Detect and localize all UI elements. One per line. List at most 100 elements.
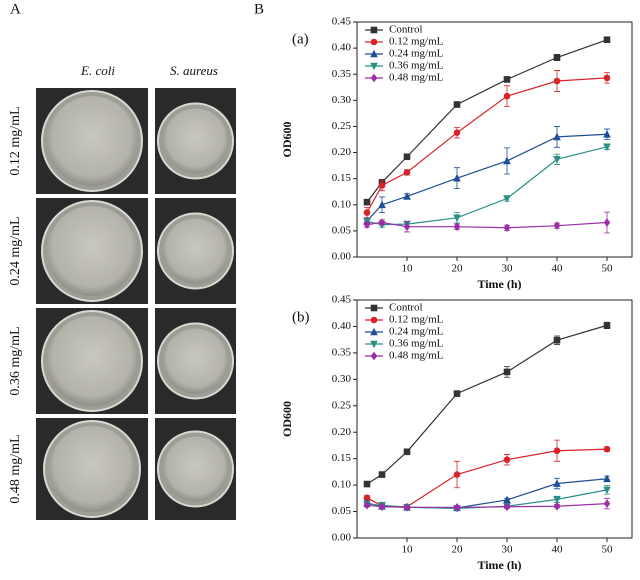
marker (370, 38, 378, 46)
panel-label: B (254, 1, 264, 17)
marker (553, 132, 561, 141)
legend-label: Control (389, 24, 423, 36)
series-line (366, 448, 608, 508)
legend-label: 0.12 mg/mL (389, 36, 444, 48)
marker (370, 62, 378, 71)
y-tick-label: 0.35 (332, 68, 352, 80)
marker (403, 192, 411, 200)
x-axis-label: Time (h) (477, 558, 521, 572)
y-tick-label: 0.05 (332, 505, 352, 517)
x-tick-label: 30 (502, 544, 514, 556)
marker (503, 223, 511, 233)
marker (453, 214, 461, 223)
x-axis-label: Time (h) (477, 277, 521, 291)
legend-label: 0.24 mg/mL (389, 48, 444, 60)
marker (363, 220, 371, 229)
marker (363, 198, 371, 206)
marker (370, 351, 378, 361)
y-tick-label: 0.20 (332, 426, 352, 438)
series-line (366, 77, 608, 213)
marker (553, 54, 561, 61)
marker (503, 456, 511, 464)
marker (503, 156, 511, 165)
marker (553, 447, 561, 455)
marker (553, 496, 561, 504)
marker (503, 495, 511, 504)
marker (453, 503, 461, 512)
agar (163, 436, 228, 502)
legend-label: 0.36 mg/mL (389, 338, 444, 350)
y-tick-label: 0.15 (332, 172, 352, 184)
marker (503, 368, 511, 376)
legend-label: 0.36 mg/mL (389, 60, 444, 72)
y-tick-label: 0.00 (332, 532, 352, 544)
marker (453, 129, 461, 137)
plot-frame (356, 21, 633, 258)
marker (603, 143, 611, 152)
marker (453, 390, 461, 397)
agar (163, 218, 228, 284)
row-label: 0.12 mg/mL (8, 106, 23, 175)
plot-frame (356, 299, 633, 539)
y-tick-label: 0.00 (332, 251, 352, 263)
marker (453, 101, 461, 108)
marker (603, 499, 611, 508)
y-tick-label: 0.35 (332, 346, 352, 358)
column-label: S. aureus (170, 63, 218, 78)
y-tick-label: 0.25 (332, 399, 352, 411)
marker (453, 471, 461, 478)
marker (403, 222, 411, 232)
marker (503, 195, 511, 203)
marker (603, 474, 611, 483)
marker (553, 221, 561, 230)
x-tick-label: 40 (552, 544, 564, 556)
agar (49, 426, 135, 512)
marker (363, 209, 371, 216)
column-label: E. coli (80, 63, 115, 78)
agar (47, 316, 137, 406)
marker (403, 448, 411, 456)
series-line (366, 133, 608, 222)
panel-label: (a) (292, 31, 309, 47)
marker (603, 486, 611, 495)
marker (403, 153, 411, 161)
agar (163, 328, 228, 394)
marker (378, 218, 386, 227)
marker (603, 322, 611, 329)
marker (378, 471, 386, 478)
y-tick-label: 0.10 (332, 479, 352, 491)
y-tick-label: 0.45 (332, 294, 352, 306)
marker (403, 503, 411, 512)
agar (47, 206, 137, 296)
marker (503, 92, 511, 100)
marker (363, 494, 371, 502)
y-axis-label: OD600 (280, 122, 294, 158)
series-line (366, 221, 608, 229)
marker (603, 129, 611, 138)
legend-label: 0.24 mg/mL (389, 326, 444, 338)
series-line (366, 478, 608, 509)
y-tick-label: 0.40 (332, 42, 352, 54)
y-tick-label: 0.30 (332, 373, 352, 385)
row-label: 0.36 mg/mL (8, 326, 23, 395)
y-tick-label: 0.40 (332, 320, 352, 332)
x-tick-label: 50 (602, 544, 614, 556)
marker (553, 156, 561, 164)
y-tick-label: 0.20 (332, 146, 352, 158)
marker (453, 222, 461, 232)
marker (603, 36, 611, 44)
row-label: 0.24 mg/mL (8, 216, 23, 285)
series-line (366, 146, 608, 226)
legend-label: 0.12 mg/mL (389, 314, 444, 326)
y-tick-label: 0.15 (332, 452, 352, 464)
x-tick-label: 10 (402, 263, 414, 275)
marker (403, 169, 411, 176)
legend-label: 0.48 mg/mL (389, 72, 444, 84)
marker (378, 200, 386, 209)
marker (553, 336, 561, 344)
marker (370, 73, 378, 83)
y-axis-label: OD600 (280, 401, 294, 437)
marker (503, 502, 511, 512)
marker (603, 74, 611, 82)
